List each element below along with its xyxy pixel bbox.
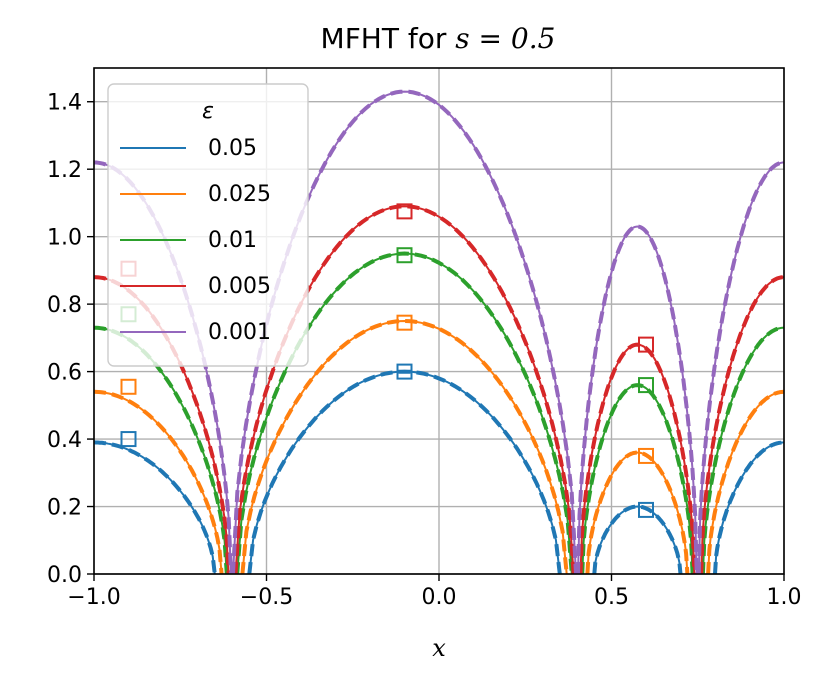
chart-title: MFHT for s = 0.5 bbox=[321, 22, 556, 55]
series-dashed-0.05 bbox=[93, 440, 217, 575]
x-axis-label: x bbox=[432, 634, 446, 662]
series-dashed-0.01 bbox=[580, 383, 695, 575]
series-0.025 bbox=[93, 314, 785, 575]
series-dashed-0.01 bbox=[700, 325, 785, 575]
marker-square bbox=[120, 431, 137, 448]
marker-square bbox=[396, 363, 413, 380]
legend-label: 0.01 bbox=[208, 228, 257, 253]
x-tick-label: 0.0 bbox=[422, 585, 457, 610]
x-tick-label: −0.5 bbox=[240, 585, 293, 610]
y-axis: 0.0 0.2 0.4 0.6 0.8 1.0 1.2 1.4 bbox=[47, 91, 94, 588]
y-tick-label: 1.2 bbox=[47, 158, 82, 183]
legend-label: 0.001 bbox=[208, 320, 271, 345]
legend-box bbox=[107, 83, 309, 367]
marker-square bbox=[120, 378, 137, 395]
legend-label: 0.05 bbox=[208, 136, 257, 161]
series-line-0.05 bbox=[593, 505, 682, 575]
y-tick-label: 0.6 bbox=[47, 361, 82, 386]
marker-square bbox=[638, 336, 654, 353]
marker-square bbox=[638, 377, 654, 394]
series-dashed-0.05 bbox=[713, 440, 785, 575]
series-dashed-0.001 bbox=[576, 224, 699, 575]
x-tick-label: 1.0 bbox=[767, 585, 802, 610]
series-dashed-0.05 bbox=[247, 369, 562, 575]
plot-area bbox=[93, 89, 785, 575]
y-tick-label: 1.4 bbox=[47, 91, 82, 116]
series-line-0.025 bbox=[586, 451, 689, 575]
legend: ε 0.05 0.025 0.01 0.005 0.001 bbox=[107, 83, 309, 367]
y-tick-label: 0.0 bbox=[47, 563, 82, 588]
y-tick-label: 1.0 bbox=[47, 226, 82, 251]
x-tick-label: −1.0 bbox=[67, 585, 120, 610]
marker-square bbox=[638, 447, 654, 464]
series-line-0.005 bbox=[700, 276, 785, 575]
series-line-0.025 bbox=[707, 390, 785, 575]
y-tick-label: 0.2 bbox=[47, 496, 82, 521]
y-tick-label: 0.8 bbox=[47, 293, 82, 318]
series-dashed-0.001 bbox=[696, 160, 784, 575]
legend-label: 0.005 bbox=[208, 274, 271, 299]
x-tick-label: 0.5 bbox=[594, 585, 629, 610]
series-dashed-0.005 bbox=[578, 342, 697, 575]
y-tick-label: 0.4 bbox=[47, 428, 82, 453]
marker-square bbox=[396, 314, 413, 331]
marker-square bbox=[396, 203, 413, 220]
marker-square bbox=[396, 247, 413, 264]
series-0.05 bbox=[93, 363, 785, 575]
series-dashed-0.025 bbox=[93, 389, 224, 575]
legend-title: ε bbox=[202, 99, 214, 124]
legend-label: 0.025 bbox=[208, 182, 271, 207]
series-dashed-0.025 bbox=[240, 318, 569, 575]
x-axis: −1.0 −0.5 0.0 0.5 1.0 bbox=[67, 574, 802, 610]
marker-square bbox=[638, 501, 654, 518]
